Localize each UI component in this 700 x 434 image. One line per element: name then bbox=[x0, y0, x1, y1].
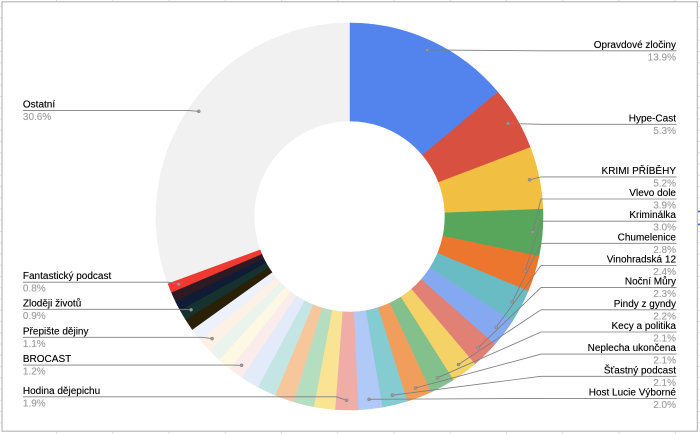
svg-text:Vinohradská 12: Vinohradská 12 bbox=[607, 255, 677, 266]
svg-text:2.1%: 2.1% bbox=[653, 356, 676, 367]
svg-text:13.9%: 13.9% bbox=[648, 52, 676, 63]
svg-text:3.9%: 3.9% bbox=[653, 201, 676, 212]
svg-text:2.4%: 2.4% bbox=[653, 267, 676, 278]
svg-text:Hodina dějepichu: Hodina dějepichu bbox=[23, 386, 100, 397]
svg-text:BROCAST: BROCAST bbox=[23, 354, 71, 365]
svg-text:5.2%: 5.2% bbox=[653, 178, 676, 189]
svg-text:Hype-Cast: Hype-Cast bbox=[629, 113, 676, 124]
svg-text:Neplecha ukončena: Neplecha ukončena bbox=[588, 343, 677, 354]
svg-text:Ostatní: Ostatní bbox=[23, 100, 55, 111]
svg-text:2.1%: 2.1% bbox=[653, 334, 676, 345]
svg-text:KRIMI PŘÍBĚHY: KRIMI PŘÍBĚHY bbox=[602, 164, 677, 177]
svg-text:Fantastický podcast: Fantastický podcast bbox=[23, 271, 112, 282]
svg-text:2.3%: 2.3% bbox=[653, 289, 676, 300]
svg-text:1.1%: 1.1% bbox=[23, 339, 46, 350]
svg-text:Zloději životů: Zloději životů bbox=[23, 297, 81, 309]
svg-text:0.9%: 0.9% bbox=[23, 311, 46, 322]
svg-text:1.9%: 1.9% bbox=[23, 398, 46, 409]
svg-text:2.1%: 2.1% bbox=[653, 378, 676, 389]
svg-text:3.0%: 3.0% bbox=[653, 223, 676, 234]
svg-text:30.6%: 30.6% bbox=[23, 112, 51, 123]
svg-text:Kecy a politika: Kecy a politika bbox=[612, 321, 677, 332]
svg-text:Přepište dějiny: Přepište dějiny bbox=[23, 326, 89, 337]
svg-text:2.8%: 2.8% bbox=[653, 245, 676, 256]
svg-text:Noční Můry: Noční Můry bbox=[625, 276, 676, 288]
svg-text:2.0%: 2.0% bbox=[653, 400, 676, 411]
svg-text:Kriminálka: Kriminálka bbox=[629, 210, 676, 221]
svg-text:Opravdové zločiny: Opravdové zločiny bbox=[594, 40, 676, 51]
svg-text:1.2%: 1.2% bbox=[23, 367, 46, 378]
svg-text:2.2%: 2.2% bbox=[653, 311, 676, 322]
svg-text:Šťastný podcast: Šťastný podcast bbox=[604, 363, 676, 376]
svg-text:Host Lucie Výborné: Host Lucie Výborné bbox=[589, 387, 677, 398]
svg-text:Vlevo dole: Vlevo dole bbox=[629, 188, 676, 199]
svg-text:5.3%: 5.3% bbox=[653, 126, 676, 137]
svg-text:Chumelenice: Chumelenice bbox=[618, 232, 677, 243]
svg-text:0.8%: 0.8% bbox=[23, 284, 46, 295]
svg-text:Pindy z gyndy: Pindy z gyndy bbox=[614, 299, 676, 310]
